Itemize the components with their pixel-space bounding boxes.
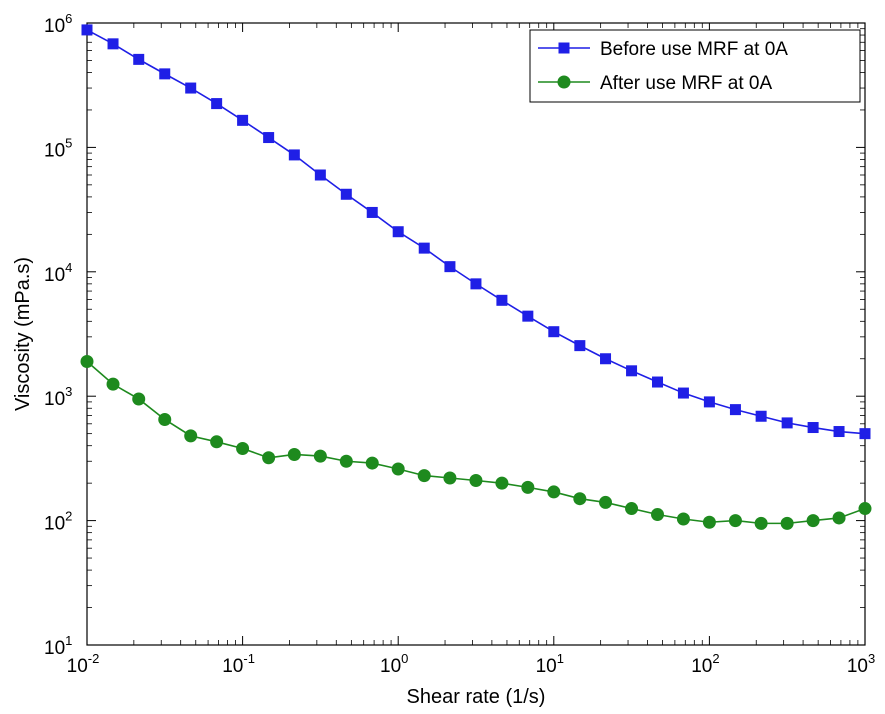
series-layer [80,24,872,530]
data-point [392,226,404,238]
series-2 [80,355,872,530]
y-tick-label: 105 [44,135,72,161]
legend-entry: After use MRF at 0A [538,73,772,94]
data-point [470,278,482,290]
x-tick-label: 101 [536,651,564,677]
data-point [133,53,145,65]
data-point [833,426,845,438]
data-point [185,82,197,94]
data-point [81,24,93,36]
data-point [728,514,742,528]
data-point [522,310,534,322]
x-axis-label: Shear rate (1/s) [407,686,546,708]
data-point [237,114,249,126]
y-tick-label: 106 [44,11,72,37]
data-point [469,474,483,488]
data-point [729,404,741,416]
data-point [159,68,171,80]
y-tick-label: 101 [44,633,72,659]
data-point [417,469,431,483]
y-tick-label: 102 [44,509,72,535]
y-tick-label: 104 [44,260,72,286]
data-point [651,507,665,521]
data-point [677,387,689,399]
data-point [781,417,793,429]
legend: Before use MRF at 0A After use MRF at 0A [529,29,861,103]
data-point [391,462,405,476]
data-point [339,454,353,468]
data-point [625,502,639,516]
data-point [703,396,715,408]
data-point [184,429,198,443]
data-point [418,242,430,254]
x-tick-label: 103 [847,651,875,677]
y-axis-label: Viscosity (mPa.s) [12,257,34,411]
data-point [210,435,224,449]
data-point [287,447,301,461]
x-tick-label: 10-2 [67,651,100,677]
data-point [702,515,716,529]
legend-box [529,29,861,103]
data-point [80,355,94,369]
data-point [313,449,327,463]
data-point [107,38,119,50]
x-tick-label: 100 [380,651,408,677]
legend-marker [557,75,571,89]
data-point [444,261,456,273]
data-point [495,476,509,490]
data-point [132,392,146,406]
data-point [626,365,638,377]
data-point [652,376,664,388]
data-point [547,485,561,499]
data-point [548,326,560,338]
data-point [365,456,379,470]
series-1 [81,24,871,440]
data-point [832,511,846,525]
data-point [106,377,120,391]
data-point [158,412,172,426]
data-point [807,422,819,434]
data-point [600,353,612,365]
data-point [599,495,613,509]
data-point [676,512,690,526]
data-point [211,98,223,110]
x-tick-label: 10-1 [222,651,255,677]
x-tick-label: 102 [691,651,719,677]
legend-marker [558,42,570,54]
data-point [859,428,871,440]
data-point [443,471,457,485]
data-point [340,188,352,200]
data-point [755,410,767,422]
data-point [806,514,820,528]
data-point [780,516,794,530]
data-point [574,340,586,352]
plot-frame [86,22,866,646]
y-tick-label: 103 [44,384,72,410]
data-point [263,132,275,144]
legend-label: After use MRF at 0A [600,73,772,94]
legend-entry: Before use MRF at 0A [538,39,788,60]
data-point [262,451,276,465]
legend-label: Before use MRF at 0A [600,39,788,60]
data-point [288,149,300,161]
data-point [858,502,872,516]
data-point [573,492,587,506]
data-point [236,441,250,455]
data-point [366,206,378,218]
data-point [754,516,768,530]
tick-labels: 10-2 10-1 100 101 102 103 101 102 103 104 105 106 [44,11,875,677]
data-point [314,169,326,181]
data-point [521,480,535,494]
data-point [496,294,508,306]
